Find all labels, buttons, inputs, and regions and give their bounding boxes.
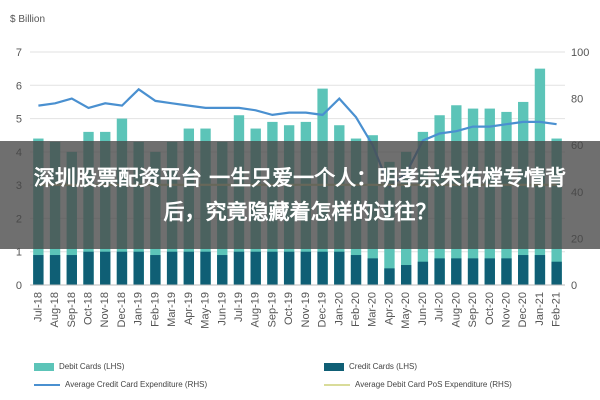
credit-bar: [267, 251, 278, 285]
y-left-tick-label: 0: [16, 280, 22, 292]
x-tick-label: Apr-20: [383, 292, 395, 325]
credit-bar: [83, 251, 94, 285]
credit-bar: [66, 255, 77, 285]
x-tick-label: Jun-20: [417, 292, 429, 326]
credit-bar: [334, 251, 345, 285]
credit-bar: [100, 251, 111, 285]
legend-swatch-credit: [324, 362, 344, 371]
legend-item-avg-credit: Average Credit Card Expenditure (RHS): [34, 380, 207, 389]
credit-bar: [133, 251, 144, 285]
credit-bar: [300, 251, 312, 285]
credit-bar: [317, 251, 328, 285]
x-tick-label: Sep-18: [66, 292, 78, 327]
credit-bar: [33, 255, 44, 285]
y-right-tick-label: 0: [571, 280, 577, 292]
x-tick-label: Sep-20: [467, 292, 479, 327]
y-left-tick-label: 6: [16, 80, 22, 92]
legend-item-credit: Credit Cards (LHS): [324, 362, 417, 371]
credit-bar: [551, 261, 562, 285]
legend-label-credit: Credit Cards (LHS): [349, 362, 418, 371]
credit-bar: [534, 255, 546, 285]
x-tick-label: Feb-19: [149, 292, 161, 327]
legend-label-debit: Debit Cards (LHS): [59, 362, 125, 371]
credit-bar: [166, 251, 178, 285]
x-tick-label: Jan-21: [534, 292, 546, 326]
series-line: [38, 87, 557, 189]
credit-bar: [283, 251, 295, 285]
legend-label-avg-debit: Average Debit Card PoS Expenditure (RHS): [355, 380, 512, 389]
credit-bar: [183, 251, 195, 285]
credit-bar: [434, 258, 445, 285]
credit-bar: [250, 251, 261, 285]
overlay-banner: 深圳股票配资平台 一生只爱一个人：明孝宗朱佑樘专情背后，究竟隐藏着怎样的过往？: [0, 141, 600, 249]
x-tick-label: Dec-20: [517, 292, 529, 327]
x-tick-label: Apr-19: [183, 292, 195, 325]
x-tick-label: Aug-18: [49, 292, 61, 327]
credit-bar: [384, 268, 395, 285]
x-tick-label: Aug-20: [450, 292, 462, 327]
x-tick-label: Sep-19: [266, 292, 278, 327]
legend-label-avg-credit: Average Credit Card Expenditure (RHS): [65, 380, 208, 389]
credit-bar: [518, 255, 529, 285]
y-right-tick-label: 100: [571, 47, 589, 59]
y-left-tick-label: 7: [16, 47, 22, 59]
credit-bar: [233, 251, 245, 285]
credit-bar: [467, 258, 479, 285]
y-left-tick-label: 1: [16, 247, 22, 259]
y-left-tick-label: 5: [16, 114, 22, 126]
x-tick-label: Oct-19: [283, 292, 295, 325]
x-tick-label: Oct-20: [484, 292, 496, 325]
x-tick-label: May-19: [200, 292, 212, 329]
x-tick-label: Jul-20: [434, 292, 446, 322]
legend-swatch-avg-debit: [324, 383, 350, 386]
x-tick-label: Feb-20: [350, 292, 362, 327]
legend-swatch-debit: [34, 362, 54, 371]
legend-swatch-avg-credit: [34, 383, 60, 386]
x-tick-label: Mar-20: [367, 292, 379, 327]
legend-item-debit: Debit Cards (LHS): [34, 362, 124, 371]
y-right-tick-label: 80: [571, 94, 583, 106]
credit-bar: [451, 258, 462, 285]
chart-legend: Debit Cards (LHS) Credit Cards (LHS) Ave…: [34, 360, 594, 396]
x-tick-label: Jun-19: [216, 292, 228, 326]
x-tick-label: Oct-18: [83, 292, 95, 325]
credit-bar: [417, 261, 429, 285]
x-tick-label: Aug-19: [250, 292, 262, 327]
x-tick-label: Jul-19: [233, 292, 245, 322]
credit-bar: [484, 258, 495, 285]
x-tick-label: Jan-20: [333, 292, 345, 326]
x-tick-label: Nov-20: [500, 292, 512, 327]
x-tick-label: Nov-18: [99, 292, 111, 327]
credit-bar: [116, 251, 128, 285]
y-left-axis-title: $ Billion: [10, 14, 45, 25]
credit-bar: [367, 258, 378, 285]
credit-bar: [150, 255, 161, 285]
x-tick-label: Nov-19: [300, 292, 312, 327]
credit-bar: [501, 258, 512, 285]
x-tick-label: Jan-19: [133, 292, 145, 326]
x-tick-label: Dec-18: [116, 292, 128, 327]
x-tick-label: Mar-19: [166, 292, 178, 327]
credit-bar: [200, 251, 211, 285]
credit-bar: [400, 265, 412, 285]
credit-bar: [350, 255, 362, 285]
x-tick-label: Dec-19: [317, 292, 329, 327]
legend-item-avg-debit: Average Debit Card PoS Expenditure (RHS): [324, 380, 512, 389]
credit-bar: [49, 255, 61, 285]
x-tick-label: Jul-18: [32, 292, 44, 322]
x-tick-label: May-20: [400, 292, 412, 329]
credit-bar: [217, 255, 228, 285]
x-tick-label: Feb-21: [551, 292, 563, 327]
overlay-headline: 深圳股票配资平台 一生只爱一个人：明孝宗朱佑樘专情背后，究竟隐藏着怎样的过往？: [33, 166, 567, 224]
